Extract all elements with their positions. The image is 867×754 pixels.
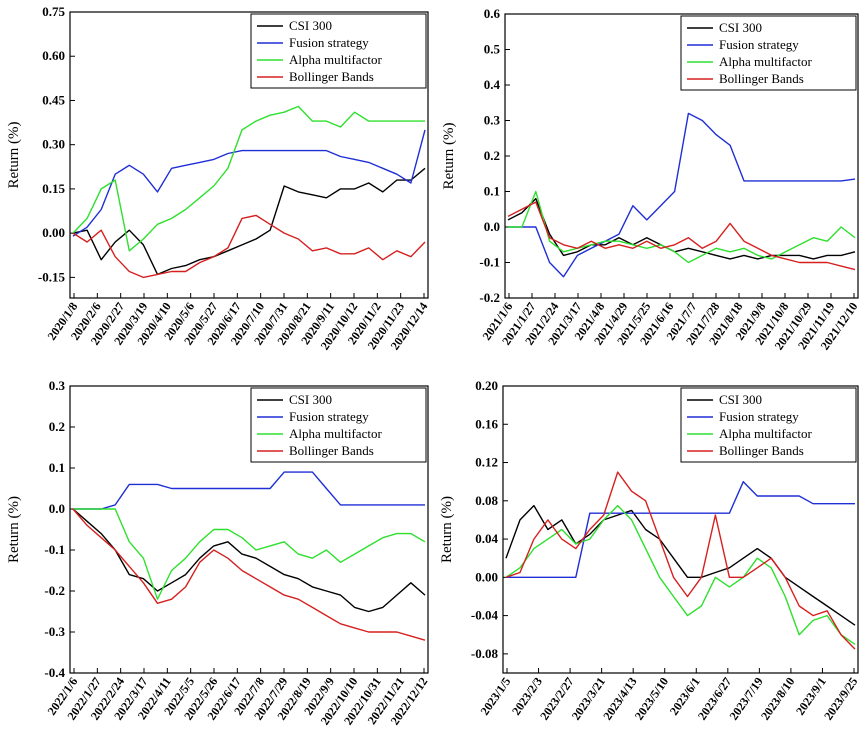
y-tick-label: 0.4 bbox=[484, 77, 501, 92]
plot-frame bbox=[69, 385, 429, 674]
series-line-1 bbox=[73, 471, 425, 510]
legend-label: Bollinger Bands bbox=[289, 69, 374, 84]
legend-label: Bollinger Bands bbox=[289, 443, 374, 458]
y-tick-label: 0.0 bbox=[49, 501, 65, 516]
series-line-3 bbox=[507, 201, 856, 271]
y-tick-label: -0.1 bbox=[44, 542, 65, 557]
y-tick-label: 0.6 bbox=[484, 6, 501, 21]
legend-label: Fusion strategy bbox=[289, 409, 369, 424]
legend-label: Alpha multifactor bbox=[719, 426, 812, 441]
y-tick-label: -0.4 bbox=[44, 665, 65, 680]
y-tick-label: 0.15 bbox=[42, 181, 65, 196]
y-tick-label: 0.0 bbox=[484, 219, 500, 234]
legend-label: CSI 300 bbox=[289, 18, 332, 33]
y-tick-label: 0.08 bbox=[475, 493, 498, 508]
plot-frame bbox=[502, 385, 859, 674]
y-tick-label: 0.45 bbox=[42, 92, 65, 107]
legend-label: Bollinger Bands bbox=[719, 71, 804, 86]
y-tick-label: 0.04 bbox=[475, 531, 498, 546]
y-tick-label: -0.15 bbox=[38, 269, 66, 284]
y-tick-label: 0.2 bbox=[484, 148, 500, 163]
y-axis-label: Return (%) bbox=[441, 122, 457, 189]
series-line-2 bbox=[73, 508, 426, 600]
legend-label: Fusion strategy bbox=[719, 37, 799, 52]
series-line-1 bbox=[508, 112, 856, 278]
y-tick-label: 0.3 bbox=[484, 113, 501, 128]
series-line-0 bbox=[72, 167, 426, 276]
y-tick-label: 0.1 bbox=[484, 184, 500, 199]
y-tick-label: 0.16 bbox=[475, 416, 498, 431]
x-tick-label: 2023/1/5 bbox=[478, 675, 514, 718]
y-tick-label: 0.75 bbox=[42, 4, 65, 19]
legend-label: Bollinger Bands bbox=[719, 443, 804, 458]
y-tick-label: 0.12 bbox=[475, 455, 498, 470]
y-tick-label: -0.08 bbox=[471, 646, 499, 661]
y-tick-label: 0.5 bbox=[484, 42, 501, 57]
series-line-0 bbox=[507, 197, 856, 260]
y-tick-label: 0.20 bbox=[475, 378, 498, 393]
series-line-0 bbox=[505, 504, 856, 626]
series-line-3 bbox=[72, 508, 426, 641]
y-tick-label: -0.04 bbox=[471, 608, 499, 623]
y-tick-label: -0.3 bbox=[44, 624, 65, 639]
legend-label: CSI 300 bbox=[719, 20, 762, 35]
series-line-2 bbox=[72, 105, 425, 252]
y-tick-label: -0.2 bbox=[479, 290, 500, 305]
y-tick-label: 0.1 bbox=[49, 460, 65, 475]
series-line-3 bbox=[72, 214, 426, 279]
y-tick-label: 0.2 bbox=[49, 419, 65, 434]
y-tick-label: 0.3 bbox=[49, 378, 66, 393]
legend-label: CSI 300 bbox=[289, 392, 332, 407]
series-line-1 bbox=[506, 481, 855, 578]
legend-label: CSI 300 bbox=[719, 392, 762, 407]
series-line-2 bbox=[508, 190, 856, 264]
y-axis-label: Return (%) bbox=[439, 496, 455, 563]
series-line-2 bbox=[505, 504, 856, 645]
legend-label: Alpha multifactor bbox=[289, 426, 382, 441]
y-tick-label: 0.00 bbox=[42, 225, 65, 240]
legend-label: Fusion strategy bbox=[719, 409, 799, 424]
y-axis-label: Return (%) bbox=[6, 121, 22, 188]
y-tick-label: 0.00 bbox=[475, 569, 498, 584]
y-tick-label: 0.30 bbox=[42, 137, 65, 152]
series-line-3 bbox=[505, 471, 856, 650]
legend-label: Alpha multifactor bbox=[289, 52, 382, 67]
legend-label: Fusion strategy bbox=[289, 35, 369, 50]
series-line-1 bbox=[72, 129, 426, 237]
series-line-0 bbox=[72, 508, 426, 613]
y-tick-label: -0.2 bbox=[44, 583, 65, 598]
legend-label: Alpha multifactor bbox=[719, 54, 812, 69]
y-axis-label: Return (%) bbox=[6, 496, 22, 563]
y-tick-label: 0.60 bbox=[42, 48, 65, 63]
y-tick-label: -0.1 bbox=[479, 255, 500, 270]
chart-panel-2023: -0.08 -0.04 0.00 0.04 0.08 0.12 0.16 0.20 Return… bbox=[439, 378, 860, 723]
plot-frame bbox=[69, 11, 429, 299]
